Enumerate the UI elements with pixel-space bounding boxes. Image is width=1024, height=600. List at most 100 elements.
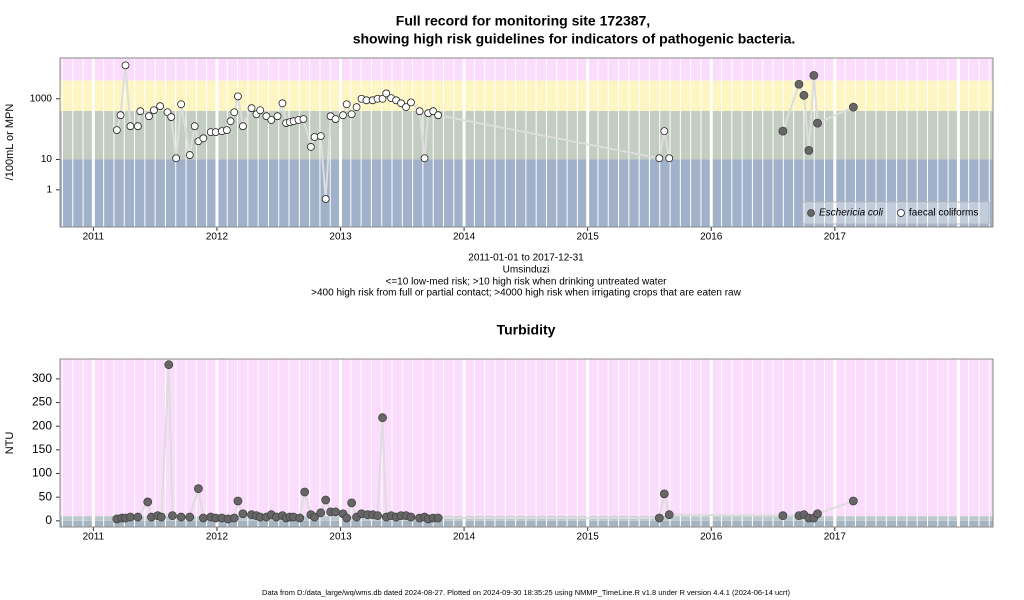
data-point — [185, 151, 194, 159]
data-point — [406, 512, 416, 522]
data-point — [233, 496, 243, 506]
data-point — [848, 102, 858, 112]
risk-band — [60, 58, 993, 81]
data-point — [804, 145, 814, 155]
data-point — [229, 513, 239, 523]
data-point — [331, 507, 340, 517]
data-point — [420, 154, 429, 163]
data-point — [238, 122, 247, 131]
data-point — [321, 495, 331, 505]
data-point — [256, 106, 265, 115]
data-point — [150, 106, 158, 115]
note: <=10 low-med risk; >10 high risk when dr… — [386, 277, 668, 288]
data-point — [809, 70, 819, 80]
x-tick-label: 2012 — [206, 532, 229, 543]
x-tick-label: 2011 — [83, 532, 105, 543]
y-tick-label: 150 — [32, 442, 52, 456]
data-point — [347, 110, 356, 119]
data-point — [434, 111, 443, 120]
legend-marker — [897, 209, 905, 217]
data-point — [306, 143, 315, 151]
x-tick-label: 2011 — [83, 232, 105, 243]
x-tick-label: 2013 — [329, 532, 352, 543]
y-axis-label: NTU — [4, 432, 16, 455]
y-tick-label: 250 — [32, 395, 52, 409]
plot-frame — [59, 57, 994, 228]
data-point — [339, 111, 347, 120]
data-point — [222, 126, 231, 135]
data-point — [382, 89, 391, 98]
data-point — [198, 513, 208, 523]
data-point — [848, 496, 858, 506]
data-point — [778, 511, 788, 521]
data-point — [300, 487, 310, 497]
x-tick-label: 2013 — [329, 232, 352, 243]
note: Umsinduzi — [503, 265, 550, 276]
data-point — [176, 512, 186, 522]
chart-title: Turbidity — [497, 322, 556, 338]
data-point — [156, 512, 166, 522]
data-point — [190, 122, 199, 131]
data-point — [665, 154, 674, 163]
x-tick-label: 2015 — [577, 532, 600, 543]
data-point — [168, 511, 177, 521]
legend-label: faecal coliforms — [909, 208, 978, 219]
x-tick-label: 2012 — [206, 232, 229, 243]
data-point — [402, 103, 410, 112]
x-tick-label: 2017 — [824, 532, 847, 543]
x-tick-label: 2017 — [824, 232, 847, 243]
y-axis-label: /100mL or MPN — [4, 104, 16, 181]
data-point — [813, 509, 822, 519]
legend-marker — [807, 209, 815, 217]
data-point — [121, 61, 130, 70]
data-point — [664, 510, 674, 520]
data-point — [347, 498, 357, 508]
data-point — [321, 195, 330, 203]
data-point — [295, 513, 305, 523]
data-point — [234, 92, 242, 101]
y-tick-label: 10 — [41, 154, 53, 165]
x-tick-label: 2016 — [700, 532, 723, 543]
data-point — [378, 94, 387, 103]
data-point — [373, 511, 382, 521]
note: >400 high risk from full or partial cont… — [311, 288, 741, 299]
data-point — [116, 111, 125, 120]
data-point — [230, 108, 239, 117]
legend-label: Eschericia coli — [819, 208, 884, 219]
data-point — [136, 107, 145, 116]
data-point — [654, 513, 664, 523]
footer: Data from D:/data_large/wq/wms.db dated … — [262, 588, 790, 597]
data-point — [133, 122, 142, 131]
y-tick-label: 100 — [32, 466, 52, 480]
data-point — [352, 103, 361, 112]
data-point — [238, 509, 248, 519]
data-point — [164, 360, 174, 370]
x-tick-label: 2015 — [577, 232, 600, 243]
data-point — [185, 512, 195, 522]
data-point — [126, 512, 135, 522]
chart-title: showing high risk guidelines for indicat… — [353, 31, 796, 47]
data-point — [342, 100, 351, 109]
note: 2011-01-01 to 2017-12-31 — [468, 253, 584, 264]
y-tick-label: 1000 — [30, 93, 53, 104]
data-point — [133, 512, 143, 522]
data-point — [167, 113, 176, 121]
data-point — [660, 127, 669, 136]
data-point — [199, 134, 208, 143]
y-tick-label: 1 — [46, 185, 52, 196]
data-point — [143, 497, 153, 507]
data-point — [799, 90, 809, 100]
data-point — [156, 102, 164, 111]
y-tick-label: 200 — [32, 418, 52, 432]
data-point — [172, 154, 181, 163]
chart-title: Full record for monitoring site 172387, — [396, 13, 650, 29]
data-point — [342, 513, 352, 523]
data-point — [429, 107, 438, 116]
data-point — [145, 112, 153, 121]
data-point — [433, 513, 443, 523]
data-point — [267, 116, 276, 124]
data-point — [778, 126, 788, 136]
x-tick-label: 2014 — [453, 232, 476, 243]
